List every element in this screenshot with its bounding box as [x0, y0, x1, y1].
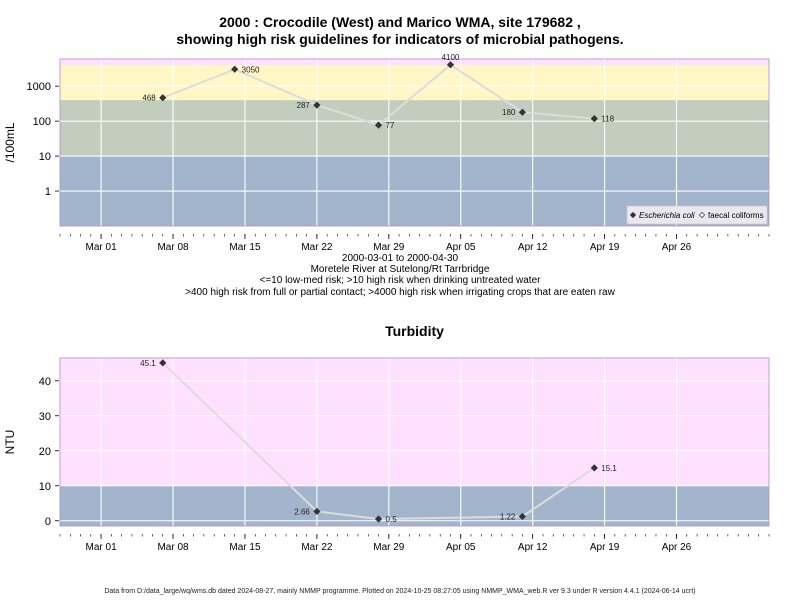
date-range-label: 2000-03-01 to 2000-04-30 — [341, 253, 459, 264]
site-label: Moretele River at Sutelong/Rt Tarrbridge — [310, 264, 490, 275]
y-tick-label: 1000 — [27, 81, 51, 93]
data-label: 45.1 — [140, 359, 156, 368]
y-tick-label: 40 — [39, 376, 51, 388]
y-axis-label: NTU — [3, 430, 17, 455]
legend-box — [626, 205, 768, 225]
chart-title-line1: 2000 : Crocodile (West) and Marico WMA, … — [219, 14, 581, 30]
risk-band-1 — [60, 100, 769, 157]
data-label: 468 — [142, 94, 156, 103]
y-tick-label: 10 — [39, 481, 51, 493]
legend-label-0: Escherichia coli — [639, 211, 695, 220]
x-tick-label: Mar 08 — [157, 242, 189, 253]
data-label: 77 — [386, 121, 395, 130]
x-tick-label: Mar 01 — [86, 542, 118, 553]
legend-marker-0 — [629, 211, 637, 219]
footer-note: Data from D:/data_large/wq/wms.db dated … — [104, 588, 696, 595]
x-tick-label: Mar 15 — [229, 242, 261, 253]
data-point — [313, 507, 321, 516]
data-label: 0.5 — [386, 515, 398, 524]
x-tick-label: Mar 08 — [157, 542, 189, 553]
data-label: 180 — [502, 108, 516, 117]
data-point — [159, 94, 167, 102]
x-tick-label: Apr 26 — [662, 542, 692, 553]
x-tick-label: Mar 22 — [301, 242, 333, 253]
data-point — [313, 101, 321, 109]
y-tick-label: 30 — [39, 411, 51, 423]
x-tick-label: Apr 26 — [662, 242, 692, 253]
x-tick-label: Apr 19 — [590, 242, 620, 253]
data-label: 4100 — [442, 53, 460, 62]
data-label: 1.22 — [500, 512, 516, 521]
chart-title-line2: showing high risk guidelines for indicat… — [176, 31, 624, 47]
y-tick-label: 0 — [45, 516, 51, 528]
legend-marker-1 — [698, 211, 706, 219]
data-label: 2.66 — [294, 507, 310, 516]
ecoli-chart: Mar 01 Mar 08 Mar 15 Mar 22 Mar 29 Apr 05 Apr … — [3, 53, 770, 253]
turbidity-chart: Turbidity Mar 01 Mar 08 Mar 15 Mar 22 Mar 29 A… — [3, 323, 770, 553]
data-point — [231, 65, 239, 73]
legend-label-1: faecal coliforms — [708, 211, 764, 220]
risk-guideline-2: >400 high risk from full or partial cont… — [185, 287, 615, 298]
x-tick-label: Mar 15 — [229, 542, 261, 553]
y-axis-label: /100mL — [3, 122, 17, 162]
x-tick-label: Apr 12 — [518, 242, 548, 253]
x-tick-label: Apr 05 — [446, 542, 476, 553]
y-tick-label: 20 — [39, 446, 51, 458]
data-label: 3050 — [242, 65, 260, 74]
x-tick-label: Mar 22 — [301, 542, 333, 553]
plot-border — [59, 357, 770, 527]
x-tick-label: Apr 12 — [518, 542, 548, 553]
x-tick-label: Apr 19 — [590, 542, 620, 553]
data-label: 118 — [601, 115, 614, 124]
plot-border — [59, 58, 770, 227]
x-tick-label: Apr 05 — [446, 242, 476, 253]
x-tick-label: Mar 29 — [373, 242, 405, 253]
chart-title: Turbidity — [385, 323, 444, 339]
data-label: 287 — [297, 101, 311, 110]
data-label: 15.1 — [601, 464, 617, 473]
y-tick-label: 1 — [45, 186, 51, 198]
x-tick-label: Mar 01 — [86, 242, 118, 253]
y-tick-label: 10 — [39, 151, 51, 163]
data-point — [590, 115, 598, 123]
risk-guideline-1: <=10 low-med risk; >10 high risk when dr… — [259, 275, 541, 286]
data-point — [374, 121, 383, 129]
data-point — [446, 61, 455, 69]
data-point — [518, 108, 526, 116]
data-point — [374, 515, 383, 523]
y-tick-label: 100 — [33, 116, 51, 128]
x-tick-label: Mar 29 — [373, 542, 405, 553]
risk-band-0 — [60, 485, 769, 526]
